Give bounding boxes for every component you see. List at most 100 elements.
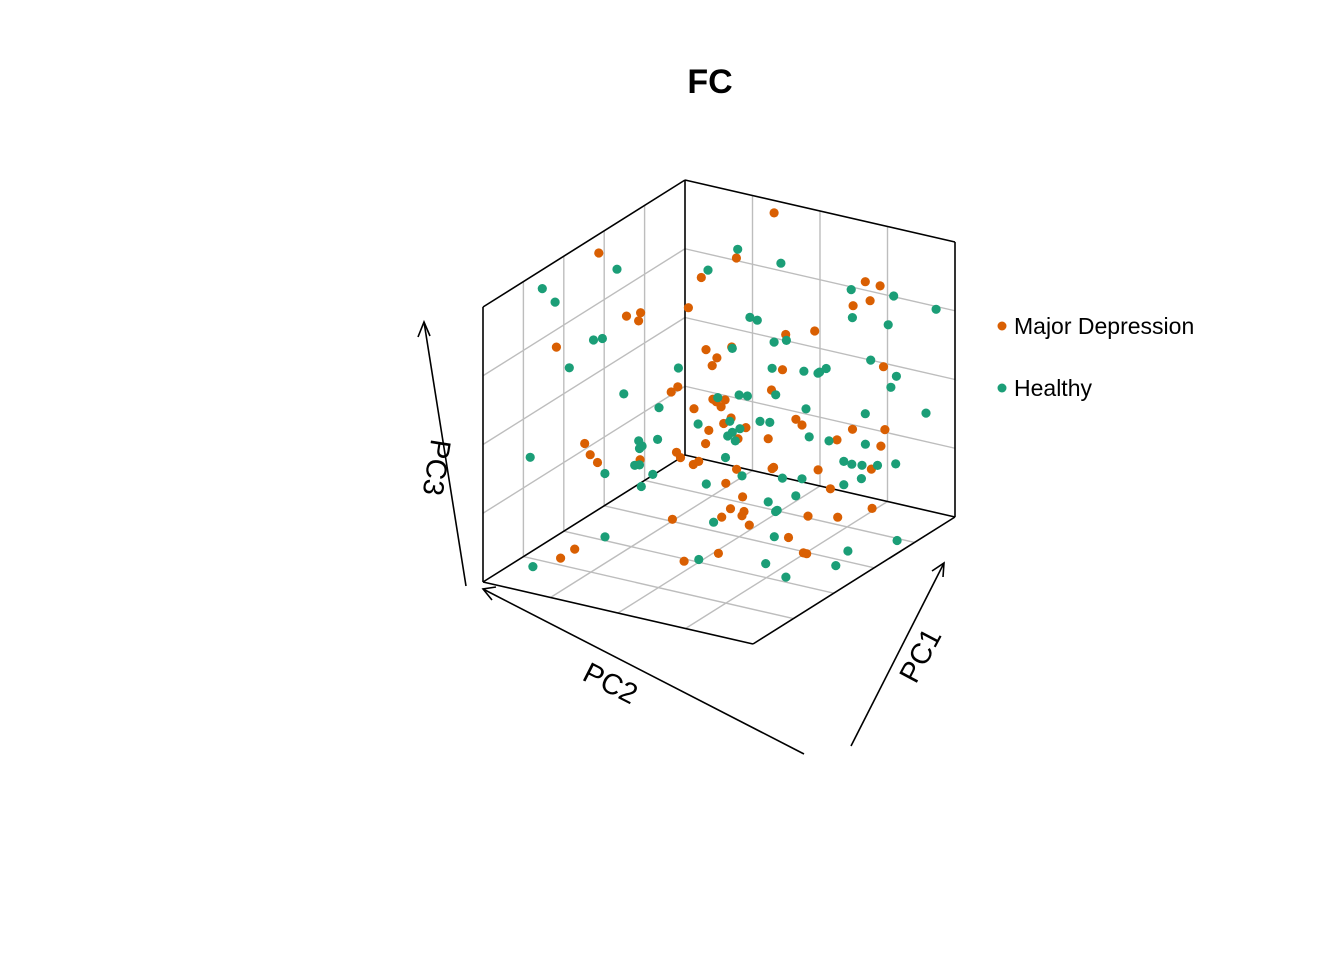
point-healthy: [730, 436, 740, 446]
legend-marker-healthy: [997, 383, 1007, 393]
back-wall-grid-line: [482, 248, 686, 377]
floor-grid-line: [550, 469, 753, 599]
point-healthy: [703, 265, 713, 275]
frame-edge: [482, 179, 686, 308]
point-healthy: [765, 417, 775, 427]
point-major-depression: [876, 441, 886, 451]
legend-label-healthy: Healthy: [1014, 375, 1092, 401]
frame-edge: [684, 454, 956, 518]
point-healthy: [801, 404, 811, 414]
point-healthy: [791, 491, 801, 501]
point-healthy: [813, 368, 823, 378]
y-axis-label: PC2: [578, 657, 643, 711]
point-healthy: [600, 532, 610, 542]
point-healthy: [701, 479, 711, 489]
floor-grid-line: [523, 555, 794, 620]
point-major-depression: [802, 549, 812, 559]
point-major-depression: [744, 520, 754, 530]
point-major-depression: [860, 277, 870, 287]
point-major-depression: [621, 311, 632, 321]
floor-grid-line: [604, 505, 875, 569]
floor-grid-line: [685, 500, 888, 630]
point-major-depression: [847, 424, 858, 434]
point-major-depression: [738, 492, 748, 502]
point-healthy: [860, 439, 871, 449]
right-wall-grid-line: [684, 385, 956, 449]
point-healthy: [755, 416, 765, 426]
point-healthy: [694, 554, 704, 565]
point-healthy: [839, 456, 849, 466]
point-healthy: [839, 480, 849, 490]
point-healthy: [891, 371, 902, 381]
point-healthy: [772, 505, 782, 515]
right-wall-grid-line: [684, 316, 956, 381]
point-healthy: [648, 469, 658, 479]
point-healthy: [693, 419, 703, 429]
point-healthy: [846, 285, 856, 295]
point-healthy: [673, 363, 684, 373]
point-major-depression: [634, 316, 644, 326]
x-axis: PC1: [850, 561, 948, 747]
point-healthy: [528, 562, 538, 572]
point-major-depression: [865, 296, 875, 306]
frame-edge: [752, 516, 956, 645]
point-healthy: [597, 333, 608, 344]
point-major-depression: [880, 425, 890, 435]
point-healthy: [872, 460, 883, 470]
point-healthy: [921, 408, 931, 418]
back-wall-grid-line: [482, 385, 686, 514]
point-healthy: [860, 409, 870, 419]
point-healthy: [752, 315, 762, 325]
point-healthy: [727, 343, 737, 353]
point-healthy: [799, 366, 809, 376]
point-major-depression: [707, 361, 717, 371]
point-major-depression: [731, 253, 742, 263]
point-major-depression: [813, 465, 823, 475]
point-major-depression: [833, 512, 843, 522]
point-major-depression: [679, 556, 689, 566]
point-healthy: [653, 434, 663, 444]
point-major-depression: [867, 503, 877, 513]
box-frame: [482, 179, 956, 645]
point-healthy: [733, 244, 743, 254]
legend: Major Depression Healthy: [997, 313, 1194, 401]
point-major-depression: [701, 345, 711, 355]
point-major-depression: [763, 434, 773, 444]
point-healthy: [847, 459, 857, 469]
point-major-depression: [551, 342, 562, 352]
point-healthy: [723, 431, 733, 441]
point-healthy: [634, 443, 645, 454]
point-healthy: [761, 559, 771, 569]
point-healthy: [777, 473, 788, 483]
point-healthy: [931, 304, 941, 314]
point-healthy: [847, 313, 858, 323]
point-healthy: [737, 471, 747, 481]
z-axis: PC3: [416, 319, 467, 587]
point-healthy: [742, 391, 753, 401]
point-major-depression: [797, 420, 807, 430]
point-healthy: [889, 291, 899, 301]
point-major-depression: [696, 272, 706, 283]
point-healthy: [797, 474, 807, 484]
point-major-depression: [720, 395, 730, 405]
point-major-depression: [769, 208, 779, 218]
point-healthy: [781, 335, 792, 345]
data-points: [525, 208, 941, 582]
frame-edge: [684, 179, 956, 243]
point-healthy: [720, 452, 731, 463]
point-healthy: [886, 382, 896, 392]
point-healthy: [550, 297, 560, 307]
point-major-depression: [556, 553, 566, 563]
point-major-depression: [673, 382, 683, 392]
point-healthy: [634, 460, 645, 470]
point-major-depression: [725, 504, 736, 514]
legend-marker-major-depression: [997, 321, 1007, 331]
point-major-depression: [592, 457, 603, 468]
point-major-depression: [791, 414, 801, 424]
point-major-depression: [739, 506, 749, 517]
point-major-depression: [666, 387, 676, 397]
point-major-depression: [777, 365, 788, 375]
point-healthy: [713, 393, 723, 403]
right-wall-grid-line: [684, 248, 956, 312]
